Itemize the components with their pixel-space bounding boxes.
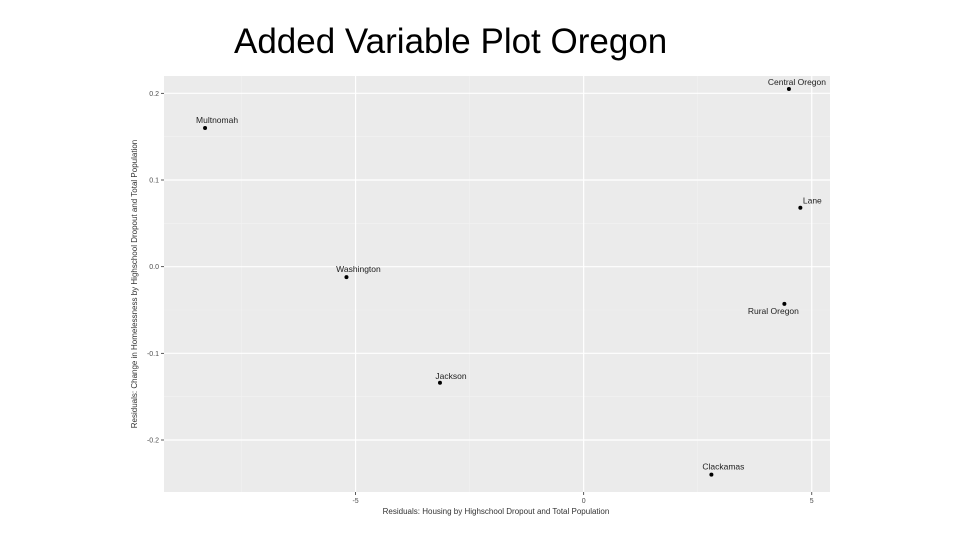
point-label: Rural Oregon (748, 306, 799, 316)
data-point (203, 126, 208, 130)
point-label: Lane (803, 196, 822, 206)
point-label: Central Oregon (768, 77, 826, 87)
data-point (786, 87, 791, 91)
y-tick-label: 0.2 (149, 91, 159, 98)
grid-lines (164, 76, 830, 492)
point-label: Washington (336, 264, 381, 274)
x-tick-label: -5 (352, 498, 358, 505)
x-tick-label: 0 (582, 498, 586, 505)
x-tick-label: 5 (810, 498, 814, 505)
x-axis-title: Residuals: Housing by Highschool Dropout… (383, 507, 610, 516)
data-point (709, 472, 714, 477)
point-label: Clackamas (702, 462, 744, 472)
slide-title: Added Variable Plot Oregon (234, 22, 668, 61)
y-axis-title: Residuals: Change in Homelessness by Hig… (130, 140, 139, 428)
y-tick-label: -0.1 (147, 351, 159, 358)
y-axis-ticks: -0.2 -0.1 0.0 0.1 0.2 (147, 91, 164, 445)
data-point (798, 205, 803, 210)
y-tick-label: 0.0 (149, 264, 159, 271)
plot-panel (164, 76, 830, 492)
data-points: Multnomah Central Oregon Lane Washington Rur… (196, 77, 826, 477)
point-label: Jackson (435, 371, 466, 381)
y-tick-label: -0.2 (147, 438, 159, 445)
data-point (782, 301, 787, 306)
point-label: Multnomah (196, 115, 238, 125)
data-point (437, 380, 442, 385)
y-tick-label: 0.1 (149, 178, 159, 185)
data-point (344, 275, 349, 280)
x-axis-ticks: -5 0 5 (352, 492, 814, 505)
